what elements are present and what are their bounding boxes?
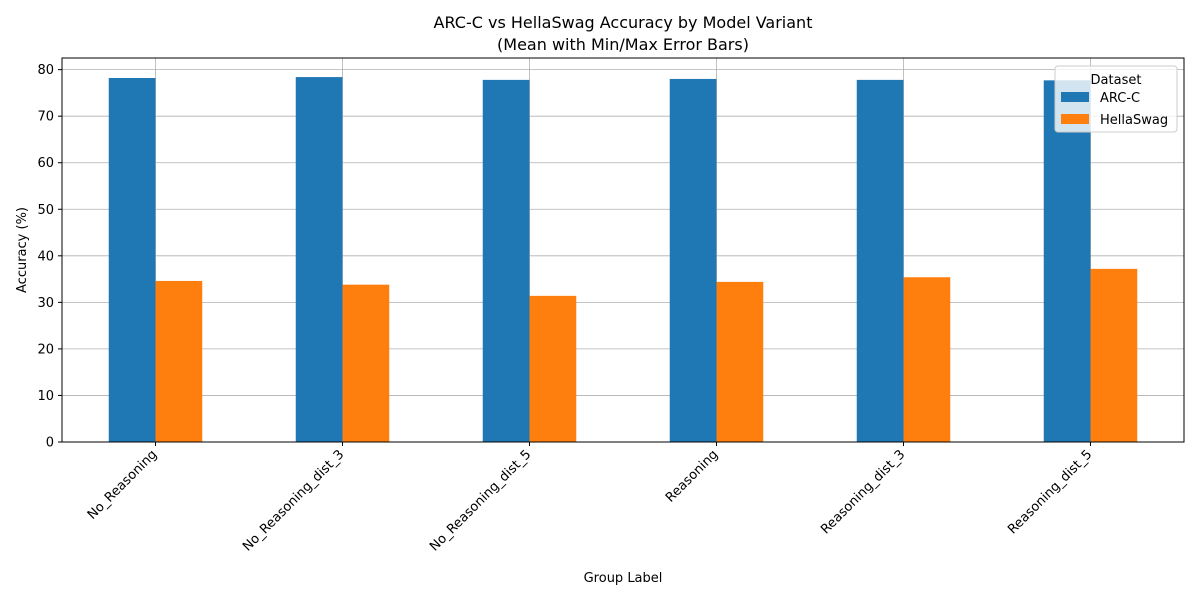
bar-hellaswag-reasoning-dist-5 [1090,268,1138,442]
legend: Dataset ARC-C HellaSwag [1054,65,1178,133]
chart-title-line-1: ARC-C vs HellaSwag Accuracy by Model Var… [434,13,813,32]
y-axis: 0 10 20 30 40 50 60 70 80 [37,63,62,451]
bar-arc-c-no-reasoning-dist-5 [482,79,530,442]
legend-swatch-arc-c [1061,92,1089,102]
legend-swatch-hellaswag [1061,114,1089,124]
bar-arc-c-reasoning [669,78,717,442]
x-tick-label: Reasoning_dist_5 [1005,447,1095,537]
bars [108,77,1138,443]
x-tick-label: Reasoning_dist_3 [818,447,908,537]
bar-arc-c-reasoning-dist-5 [1043,80,1091,442]
x-tick-label: No_Reasoning [85,447,160,522]
x-tick-label: No_Reasoning_dist_3 [240,447,347,554]
plot-frame [61,57,1185,443]
bar-arc-c-reasoning-dist-3 [856,79,904,442]
y-tick-label: 20 [37,342,54,357]
x-axis: No_Reasoning No_Reasoning_dist_3 No_Reason… [85,442,1095,554]
y-tick-label: 80 [37,63,54,78]
legend-title: Dataset [1091,73,1142,88]
legend-label-arc-c: ARC-C [1100,91,1140,106]
bar-hellaswag-no-reasoning-dist-5 [529,295,577,442]
bar-arc-c-no-reasoning [108,78,156,443]
y-tick-label: 0 [46,436,54,451]
y-tick-label: 10 [37,389,54,404]
x-axis-label: Group Label [584,571,663,586]
y-tick-label: 50 [37,203,54,218]
bar-hellaswag-reasoning [716,281,764,442]
bar-arc-c-no-reasoning-dist-3 [295,77,343,443]
y-tick-label: 60 [37,156,54,171]
y-tick-label: 30 [37,296,54,311]
x-tick-label: No_Reasoning_dist_5 [427,447,534,554]
y-axis-label: Accuracy (%) [15,207,30,293]
legend-label-hellaswag: HellaSwag [1100,113,1168,128]
bar-hellaswag-no-reasoning [155,280,203,442]
chart-title-line-2: (Mean with Min/Max Error Bars) [497,35,749,54]
y-tick-label: 70 [37,110,54,125]
y-tick-label: 40 [37,249,54,264]
bar-hellaswag-no-reasoning-dist-3 [342,284,390,442]
bar-hellaswag-reasoning-dist-3 [903,277,951,442]
x-tick-label: Reasoning [663,447,721,505]
grid-lines [62,58,1184,443]
